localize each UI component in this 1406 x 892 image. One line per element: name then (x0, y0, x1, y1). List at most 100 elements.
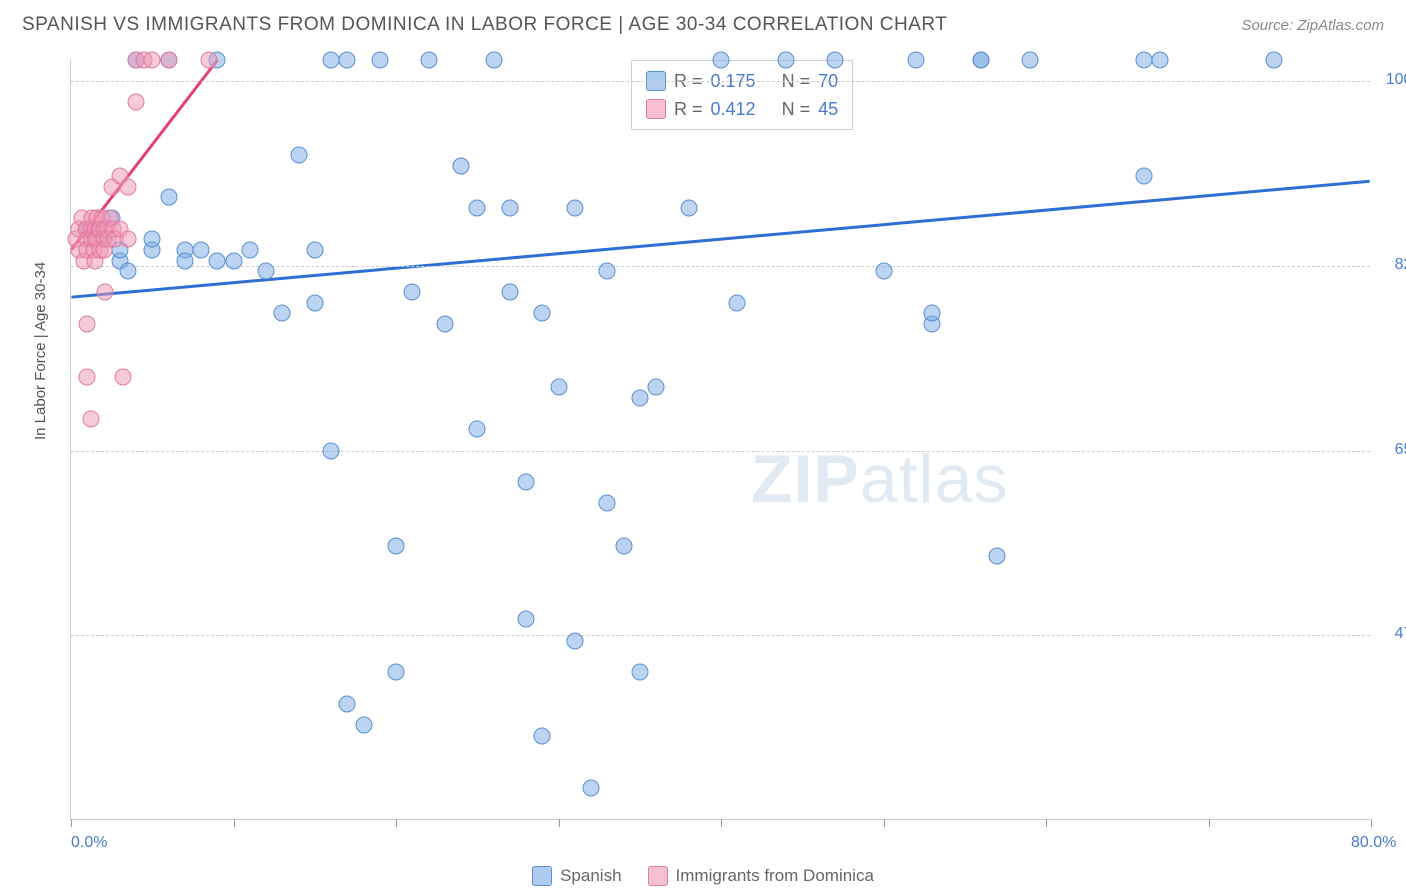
y-tick-label: 82.5% (1375, 256, 1406, 274)
x-tick (71, 819, 72, 827)
data-point (404, 284, 421, 301)
data-point (209, 252, 226, 269)
data-point (339, 695, 356, 712)
legend-swatch-icon (648, 866, 668, 886)
data-point (615, 537, 632, 554)
gridline-h (71, 635, 1370, 636)
data-point (713, 52, 730, 69)
y-tick-label: 47.5% (1375, 625, 1406, 643)
data-point (274, 305, 291, 322)
data-point (680, 199, 697, 216)
y-tick-label: 65.0% (1375, 441, 1406, 459)
x-tick-label: 80.0% (1351, 834, 1396, 852)
data-point (323, 52, 340, 69)
data-point (469, 199, 486, 216)
data-point (420, 52, 437, 69)
data-point (355, 717, 372, 734)
gridline-h (71, 451, 1370, 452)
data-point (176, 252, 193, 269)
trend-lines (71, 60, 1370, 819)
data-point (501, 199, 518, 216)
data-point (534, 305, 551, 322)
data-point (371, 52, 388, 69)
data-point (160, 189, 177, 206)
data-point (1135, 52, 1152, 69)
data-point (778, 52, 795, 69)
plot-area: ZIPatlas R = 0.175 N = 70R = 0.412 N = 4… (70, 60, 1370, 820)
data-point (388, 664, 405, 681)
data-point (631, 664, 648, 681)
data-point (119, 178, 136, 195)
data-point (453, 157, 470, 174)
data-point (648, 379, 665, 396)
stat-n-value: 45 (818, 95, 838, 123)
data-point (306, 294, 323, 311)
data-point (201, 52, 218, 69)
data-point (1021, 52, 1038, 69)
data-point (306, 242, 323, 259)
data-point (485, 52, 502, 69)
data-point (583, 780, 600, 797)
data-point (599, 263, 616, 280)
data-point (193, 242, 210, 259)
x-tick (1371, 819, 1372, 827)
data-point (258, 263, 275, 280)
data-point (339, 52, 356, 69)
data-point (1135, 168, 1152, 185)
stat-n-label: N = (782, 95, 811, 123)
gridline-h (71, 81, 1370, 82)
data-point (119, 263, 136, 280)
x-tick-label: 0.0% (71, 834, 107, 852)
data-point (469, 421, 486, 438)
data-point (290, 147, 307, 164)
data-point (241, 242, 258, 259)
data-point (989, 548, 1006, 565)
data-point (973, 52, 990, 69)
data-point (518, 611, 535, 628)
stat-r-label: R = (674, 95, 703, 123)
x-tick (721, 819, 722, 827)
data-point (729, 294, 746, 311)
y-axis-label: In Labor Force | Age 30-34 (32, 262, 49, 440)
data-point (566, 632, 583, 649)
data-point (388, 537, 405, 554)
data-point (144, 52, 161, 69)
legend-label: Immigrants from Dominica (676, 866, 874, 886)
chart-source: Source: ZipAtlas.com (1241, 17, 1384, 34)
data-point (115, 368, 132, 385)
x-tick (396, 819, 397, 827)
data-point (79, 368, 96, 385)
legend-item: Immigrants from Dominica (648, 866, 874, 886)
stat-r-value: 0.412 (711, 95, 756, 123)
data-point (225, 252, 242, 269)
chart-header: SPANISH VS IMMIGRANTS FROM DOMINICA IN L… (0, 0, 1406, 42)
x-tick (1046, 819, 1047, 827)
data-point (323, 442, 340, 459)
data-point (599, 495, 616, 512)
data-point (1265, 52, 1282, 69)
x-tick (559, 819, 560, 827)
data-point (518, 474, 535, 491)
data-point (128, 94, 145, 111)
data-point (436, 315, 453, 332)
data-point (566, 199, 583, 216)
data-point (82, 410, 99, 427)
chart-title: SPANISH VS IMMIGRANTS FROM DOMINICA IN L… (22, 14, 947, 36)
data-point (875, 263, 892, 280)
data-point (908, 52, 925, 69)
data-point (119, 231, 136, 248)
data-point (144, 231, 161, 248)
legend-item: Spanish (532, 866, 621, 886)
data-point (550, 379, 567, 396)
legend-label: Spanish (560, 866, 621, 886)
x-tick (884, 819, 885, 827)
data-point (1151, 52, 1168, 69)
watermark: ZIPatlas (751, 440, 1008, 518)
bottom-legend: Spanish Immigrants from Dominica (0, 866, 1406, 886)
data-point (79, 315, 96, 332)
data-point (160, 52, 177, 69)
x-tick (1209, 819, 1210, 827)
data-point (924, 305, 941, 322)
stat-row: R = 0.412 N = 45 (646, 95, 838, 123)
y-tick-label: 100.0% (1375, 71, 1406, 89)
